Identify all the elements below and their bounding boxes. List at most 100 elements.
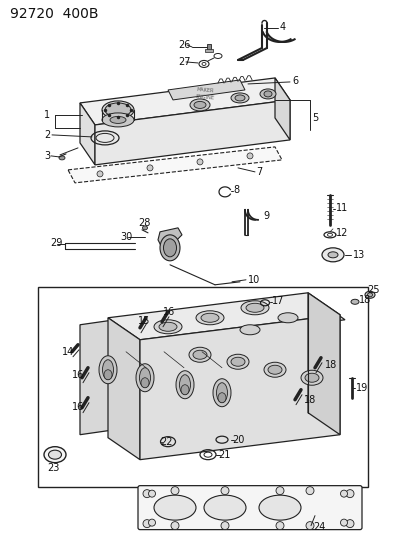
- Circle shape: [247, 153, 252, 159]
- Text: 24: 24: [312, 522, 325, 531]
- Text: 23: 23: [47, 463, 59, 473]
- Ellipse shape: [367, 293, 372, 297]
- Polygon shape: [307, 293, 339, 435]
- Text: 15: 15: [138, 316, 150, 326]
- Polygon shape: [80, 103, 95, 165]
- FancyBboxPatch shape: [138, 486, 361, 530]
- Ellipse shape: [230, 357, 244, 366]
- Text: 27: 27: [178, 57, 190, 67]
- Ellipse shape: [163, 239, 176, 257]
- Ellipse shape: [300, 370, 322, 385]
- Ellipse shape: [44, 447, 66, 463]
- Text: 16: 16: [163, 307, 175, 317]
- Circle shape: [221, 487, 228, 495]
- Ellipse shape: [259, 495, 300, 520]
- Circle shape: [275, 522, 283, 530]
- Ellipse shape: [176, 371, 194, 399]
- Ellipse shape: [245, 303, 263, 312]
- Ellipse shape: [304, 373, 318, 382]
- Ellipse shape: [179, 375, 190, 395]
- Circle shape: [305, 487, 313, 495]
- Text: 13: 13: [352, 250, 364, 260]
- Text: 2: 2: [44, 130, 50, 140]
- Bar: [206, 44, 211, 50]
- Ellipse shape: [240, 325, 259, 335]
- Circle shape: [97, 171, 103, 177]
- Polygon shape: [108, 318, 140, 459]
- Text: 20: 20: [231, 435, 244, 445]
- Ellipse shape: [192, 350, 206, 359]
- Text: 14: 14: [62, 347, 74, 357]
- Text: 9: 9: [262, 211, 268, 221]
- Text: MAKER: MAKER: [196, 87, 214, 93]
- Text: ENGINE: ENGINE: [195, 94, 214, 100]
- Text: 18: 18: [358, 295, 370, 305]
- Ellipse shape: [104, 370, 112, 379]
- Circle shape: [339, 519, 347, 526]
- Circle shape: [142, 520, 151, 528]
- Polygon shape: [95, 100, 289, 165]
- Circle shape: [148, 490, 155, 497]
- Ellipse shape: [139, 368, 150, 387]
- Polygon shape: [108, 293, 339, 340]
- Circle shape: [197, 159, 202, 165]
- Circle shape: [345, 490, 353, 498]
- Ellipse shape: [277, 313, 297, 323]
- Ellipse shape: [48, 450, 62, 459]
- Text: 26: 26: [178, 40, 190, 50]
- Ellipse shape: [180, 385, 189, 395]
- Ellipse shape: [218, 393, 225, 403]
- Text: 16: 16: [72, 370, 84, 379]
- Polygon shape: [80, 78, 289, 125]
- Ellipse shape: [212, 379, 230, 407]
- Circle shape: [171, 487, 178, 495]
- Bar: [38, 287, 367, 487]
- Polygon shape: [115, 295, 344, 345]
- Text: 19: 19: [355, 383, 367, 393]
- Circle shape: [275, 487, 283, 495]
- Ellipse shape: [102, 113, 134, 127]
- Ellipse shape: [263, 91, 271, 97]
- Polygon shape: [168, 80, 244, 100]
- Ellipse shape: [321, 248, 343, 262]
- Ellipse shape: [327, 252, 337, 258]
- Text: 28: 28: [138, 218, 150, 228]
- Ellipse shape: [194, 101, 206, 108]
- Text: 6: 6: [291, 76, 297, 86]
- Bar: [204, 49, 212, 52]
- Text: 29: 29: [50, 238, 62, 248]
- Polygon shape: [274, 78, 289, 140]
- Ellipse shape: [263, 362, 285, 377]
- Ellipse shape: [216, 383, 227, 403]
- Ellipse shape: [235, 95, 244, 101]
- Text: 16: 16: [72, 402, 84, 411]
- Ellipse shape: [204, 495, 245, 520]
- Ellipse shape: [154, 320, 182, 334]
- Ellipse shape: [99, 356, 117, 384]
- Text: 17: 17: [271, 296, 284, 306]
- Ellipse shape: [141, 378, 149, 387]
- Text: 8: 8: [233, 185, 239, 195]
- Text: 12: 12: [335, 228, 347, 238]
- Text: 10: 10: [247, 275, 260, 285]
- Text: 1: 1: [44, 110, 50, 120]
- Circle shape: [345, 520, 353, 528]
- Circle shape: [221, 522, 228, 530]
- Text: 18: 18: [303, 395, 316, 405]
- Polygon shape: [140, 315, 339, 459]
- Ellipse shape: [102, 360, 113, 379]
- Polygon shape: [80, 320, 115, 435]
- Text: 25: 25: [366, 285, 379, 295]
- Ellipse shape: [159, 322, 177, 332]
- Ellipse shape: [201, 313, 218, 322]
- Ellipse shape: [350, 300, 358, 304]
- Ellipse shape: [195, 311, 223, 325]
- Ellipse shape: [136, 364, 154, 392]
- Ellipse shape: [259, 89, 275, 99]
- Ellipse shape: [59, 156, 65, 160]
- Text: 92720  400B: 92720 400B: [10, 7, 98, 21]
- Ellipse shape: [102, 101, 134, 119]
- Text: 4: 4: [279, 22, 285, 32]
- Ellipse shape: [240, 301, 268, 315]
- Ellipse shape: [110, 116, 126, 124]
